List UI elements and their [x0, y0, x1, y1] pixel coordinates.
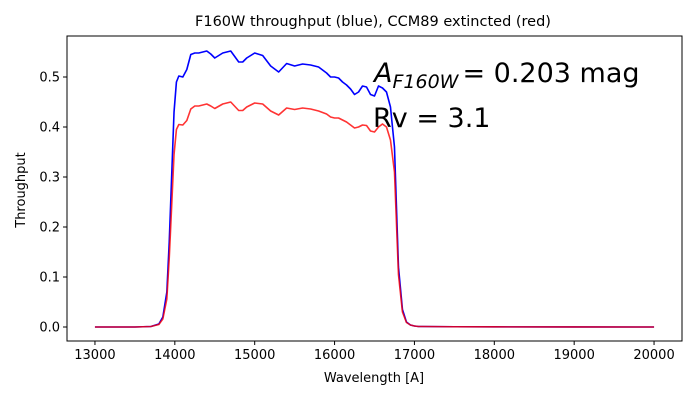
extinction-value: = 0.203 mag — [462, 58, 639, 89]
y-tick-label: 0.0 — [39, 321, 60, 336]
x-axis-ticks: 13000 14000 15000 16000 17000 18000 19000 20000 — [74, 341, 675, 363]
y-axis-label: Throughput — [14, 152, 29, 229]
y-tick-label: 0.3 — [39, 171, 60, 186]
extinction-annotation: AF160W = 0.203 mag — [372, 58, 640, 93]
y-tick-label: 0.4 — [39, 121, 60, 136]
series-line-2 — [94, 101, 655, 328]
y-tick-label: 0.2 — [39, 221, 60, 236]
x-tick-label: 16000 — [314, 348, 355, 363]
y-tick-label: 0.5 — [39, 71, 60, 86]
y-axis-ticks: 0.0 0.1 0.2 0.3 0.4 0.5 — [39, 71, 67, 336]
x-tick-label: 14000 — [154, 348, 195, 363]
x-tick-label: 19000 — [553, 348, 594, 363]
chart-title: F160W throughput (blue), CCM89 extincted… — [195, 14, 551, 30]
extinction-symbol: A — [372, 58, 392, 89]
x-tick-label: 13000 — [74, 348, 115, 363]
x-axis-label: Wavelength [A] — [324, 371, 424, 386]
rv-annotation: Rv = 3.1 — [373, 103, 490, 134]
plot-frame — [66, 35, 683, 342]
x-tick-label: 20000 — [633, 348, 674, 363]
x-tick-label: 17000 — [394, 348, 435, 363]
extinction-subscript: F160W — [392, 71, 459, 93]
y-tick-label: 0.1 — [39, 271, 60, 286]
x-tick-label: 15000 — [234, 348, 275, 363]
x-tick-label: 18000 — [474, 348, 515, 363]
series-layer — [94, 50, 655, 328]
